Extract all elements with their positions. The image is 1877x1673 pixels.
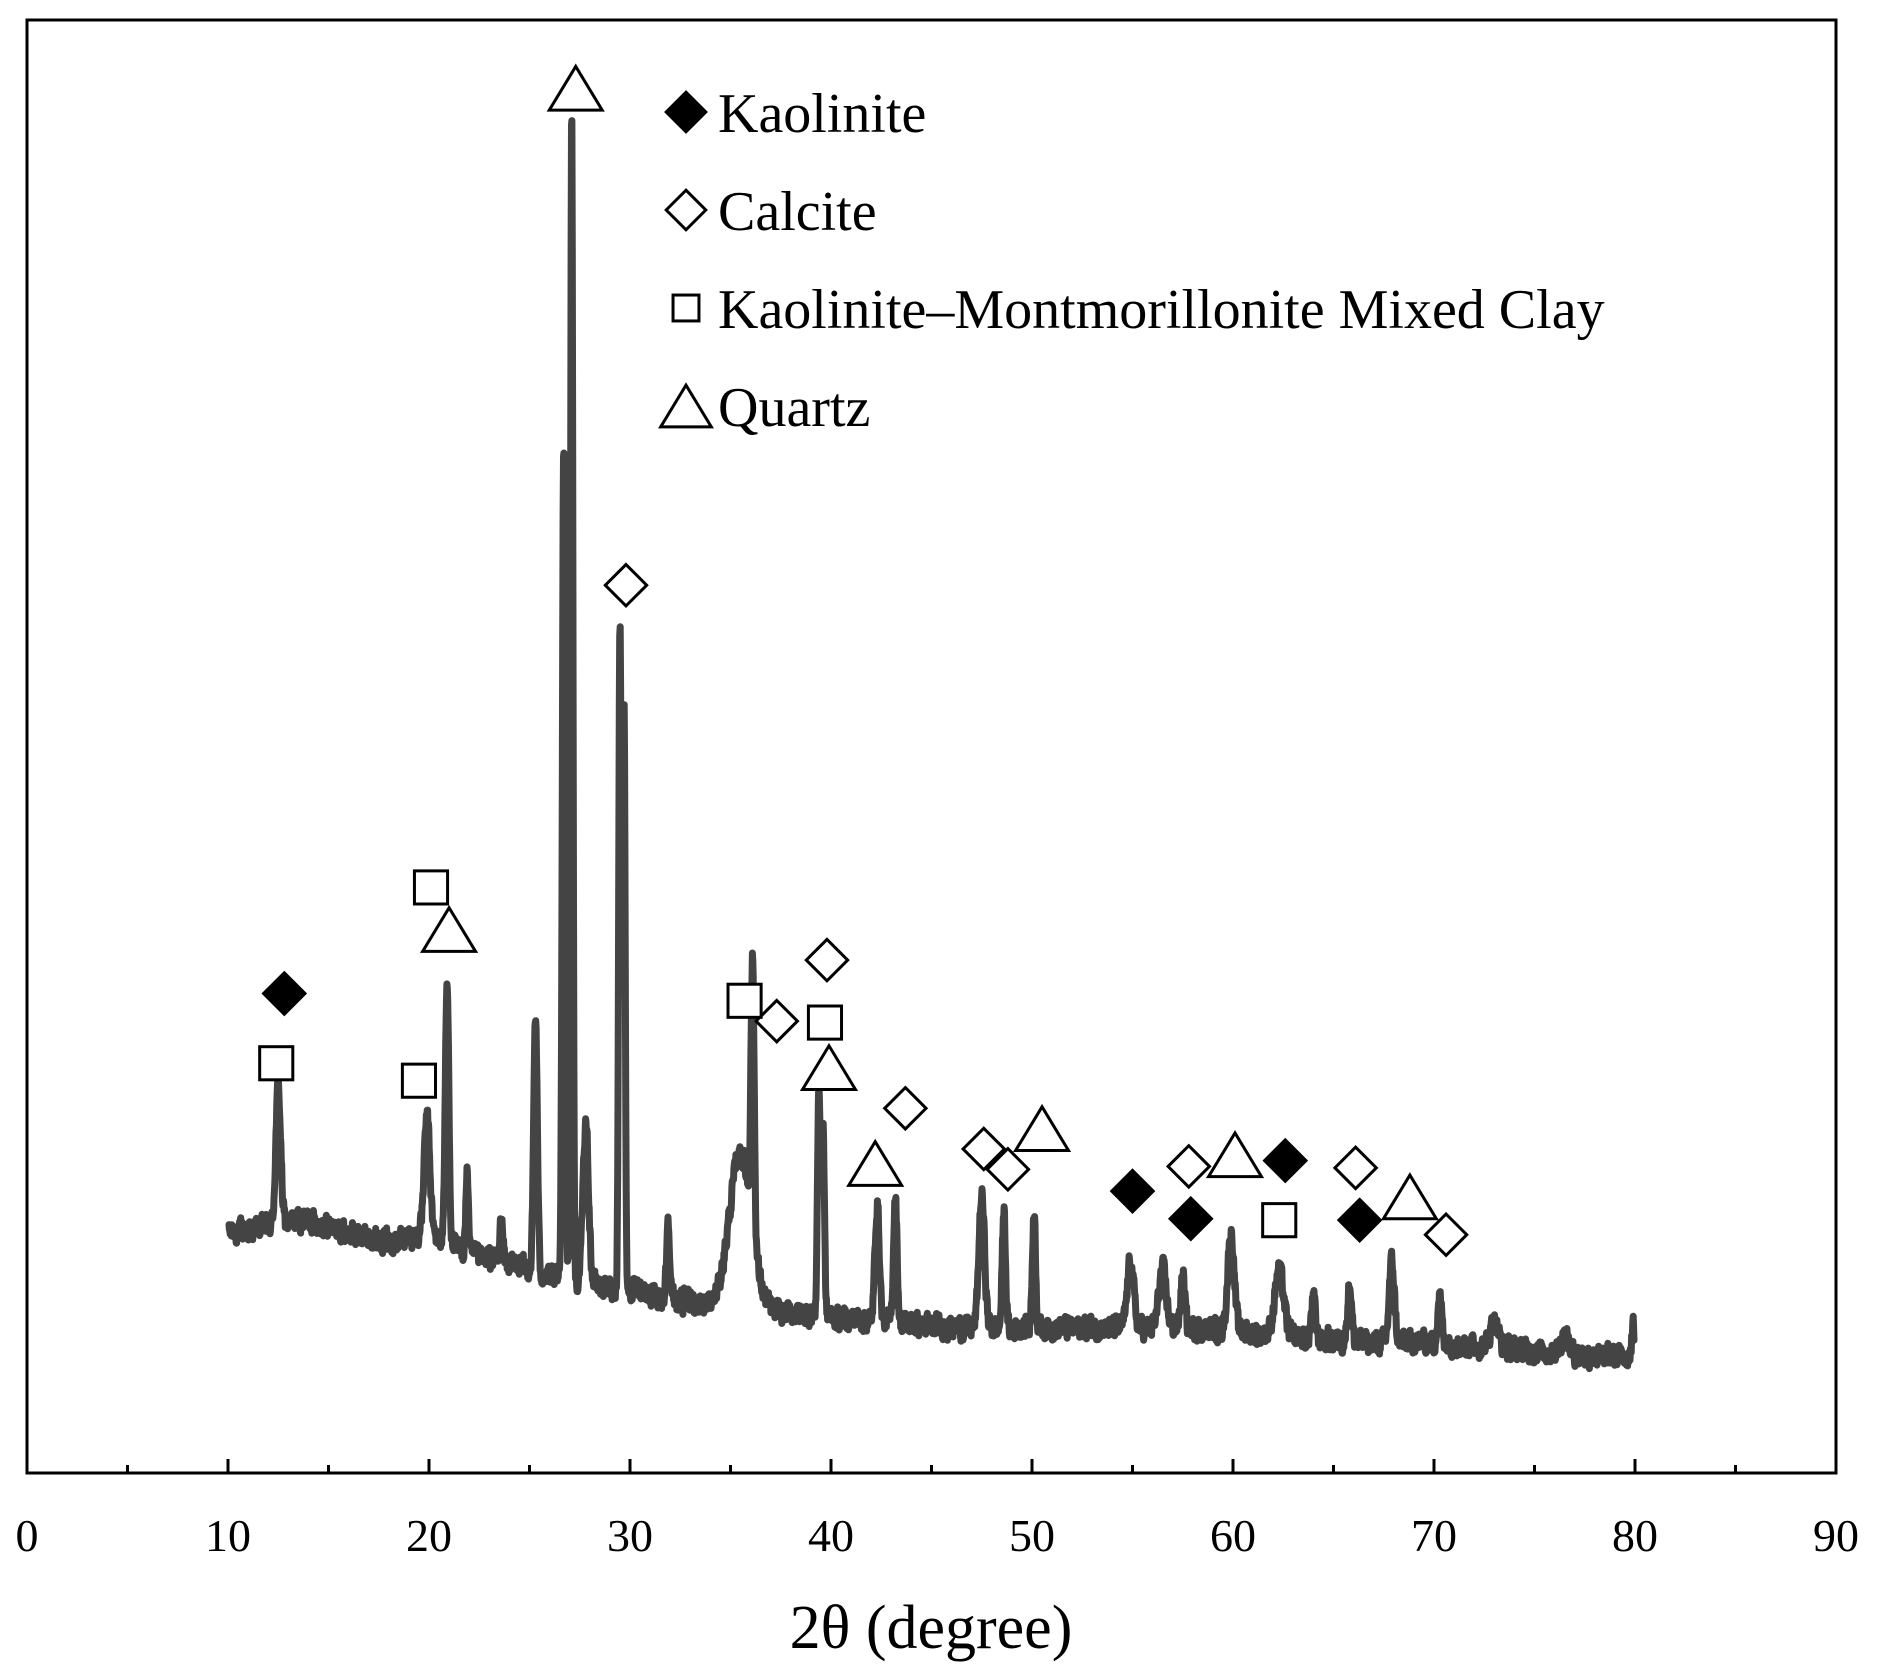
x-tick-label: 20 <box>406 1510 452 1561</box>
x-tick-label: 80 <box>1612 1510 1658 1561</box>
legend-item: Kaolinite–Montmorillonite Mixed Clay <box>671 279 1605 341</box>
marker-open-triangle <box>1380 1172 1439 1221</box>
legend-label: Kaolinite <box>718 83 926 145</box>
marker-open-triangle <box>419 904 479 953</box>
marker-open-square <box>258 1045 295 1082</box>
x-tick-label: 60 <box>1210 1510 1256 1561</box>
marker-filled-diamond <box>1167 1195 1214 1242</box>
x-tick-label: 70 <box>1411 1510 1457 1561</box>
legend-filled-diamond-icon <box>664 90 708 134</box>
marker-open-triangle <box>1205 1130 1265 1179</box>
marker-open-triangle <box>846 1138 905 1187</box>
marker-open-diamond <box>960 1126 1007 1172</box>
xrd-pattern-line <box>225 117 1638 1373</box>
marker-open-square <box>806 1004 844 1041</box>
legend-item: Kaolinite <box>664 83 926 145</box>
legend-label: Quartz <box>718 377 870 439</box>
legend-open-square-icon <box>671 293 701 323</box>
marker-open-diamond <box>1165 1143 1212 1190</box>
marker-open-square <box>1261 1202 1298 1239</box>
legend-label: Kaolinite–Montmorillonite Mixed Clay <box>718 279 1605 341</box>
marker-filled-diamond <box>1109 1168 1156 1214</box>
marker-open-diamond <box>753 998 800 1044</box>
x-tick-label: 50 <box>1009 1510 1055 1561</box>
plot-frame <box>25 18 1838 1475</box>
marker-filled-diamond <box>1336 1197 1383 1243</box>
marker-open-triangle <box>1012 1103 1072 1152</box>
x-tick-label: 30 <box>607 1510 653 1561</box>
legend-open-diamond-icon <box>664 188 708 232</box>
marker-open-diamond <box>1332 1145 1379 1191</box>
marker-open-square <box>726 982 763 1019</box>
x-axis-tick-labels: 0 10 20 30 40 50 60 70 80 90 <box>16 1510 1860 1561</box>
marker-open-triangle <box>546 63 605 112</box>
legend-label: Calcite <box>718 181 877 243</box>
marker-open-square <box>400 1062 438 1099</box>
x-axis-ticks <box>25 1459 1838 1473</box>
marker-open-square <box>412 869 450 906</box>
legend: Kaolinite Calcite Kaolinite–Montmorillonit… <box>658 83 1605 439</box>
marker-filled-diamond <box>1262 1137 1309 1184</box>
marker-filled-diamond <box>261 970 308 1017</box>
x-tick-label: 40 <box>808 1510 854 1561</box>
x-tick-label: 10 <box>205 1510 251 1561</box>
marker-open-diamond <box>603 562 649 609</box>
marker-open-diamond <box>1423 1211 1469 1258</box>
x-tick-label: 0 <box>16 1510 39 1561</box>
x-axis-label: 2θ (degree) <box>790 1594 1073 1662</box>
legend-item: Calcite <box>664 181 877 243</box>
legend-item: Quartz <box>658 377 870 439</box>
x-tick-label: 90 <box>1813 1510 1859 1561</box>
phase-markers <box>258 63 1469 1258</box>
legend-open-triangle-icon <box>658 382 714 429</box>
marker-open-diamond <box>985 1146 1031 1193</box>
marker-open-triangle <box>799 1042 859 1091</box>
marker-open-diamond <box>882 1085 929 1132</box>
marker-open-diamond <box>804 937 850 983</box>
